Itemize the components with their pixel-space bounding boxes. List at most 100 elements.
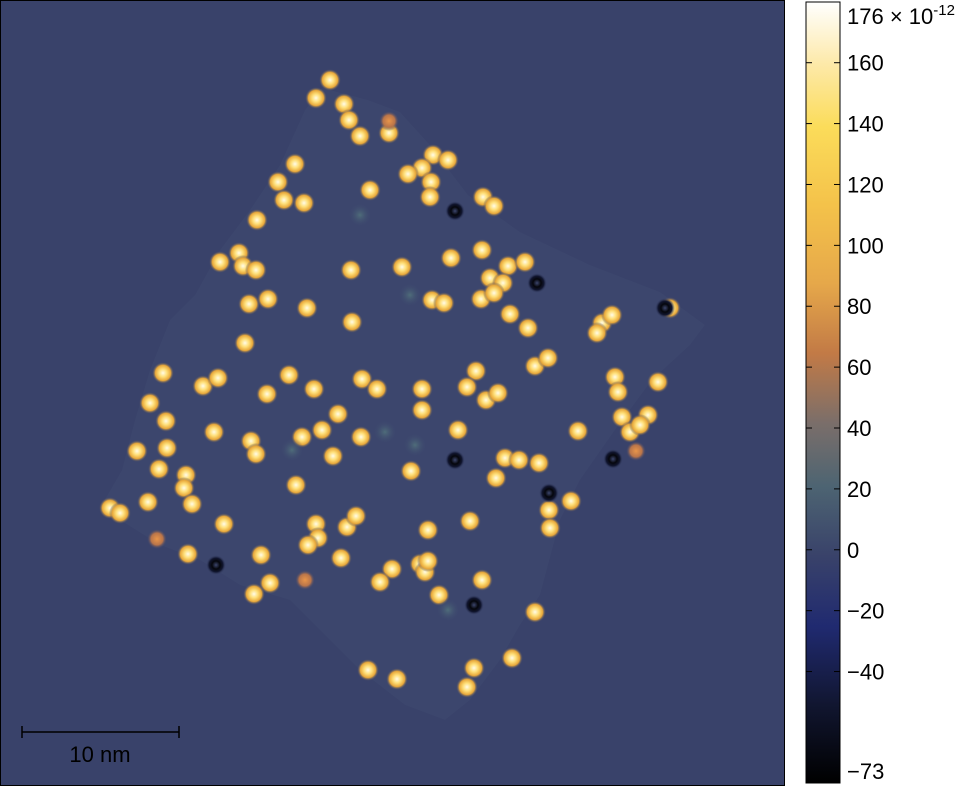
atom-bright-spot xyxy=(350,426,372,448)
atom-bright-spot xyxy=(126,440,148,462)
atom-bright-spot xyxy=(341,311,363,333)
atom-bright-spot xyxy=(487,382,509,404)
atom-bright-spot xyxy=(647,371,669,393)
dark-vacancy-spot xyxy=(527,273,547,293)
atom-bright-spot xyxy=(177,543,199,565)
atom-bright-spot xyxy=(629,414,651,436)
dark-vacancy-spot xyxy=(603,449,623,469)
atom-features xyxy=(99,69,681,698)
atom-bright-spot xyxy=(463,657,485,679)
atom-bright-spot xyxy=(155,410,177,432)
atom-bright-spot xyxy=(330,547,352,569)
atom-bright-spot xyxy=(366,378,388,400)
atom-bright-spot xyxy=(524,601,546,623)
atom-bright-spot xyxy=(471,569,493,591)
atom-bright-spot xyxy=(340,259,362,281)
atom-bright-spot xyxy=(139,392,161,414)
atom-bright-spot xyxy=(293,192,315,214)
atom-bright-spot xyxy=(243,583,265,605)
atom-bright-spot xyxy=(203,421,225,443)
atom-bright-spot xyxy=(447,419,469,441)
colorbar-tick-label: 20 xyxy=(847,477,871,502)
atom-bright-spot xyxy=(483,195,505,217)
atom-bright-spot xyxy=(485,467,507,489)
atom-bright-spot xyxy=(257,288,279,310)
colorbar-tick-label: 160 xyxy=(847,51,884,76)
atom-bright-spot xyxy=(234,332,256,354)
atom-dim-spot xyxy=(626,441,646,461)
microscopy-image: 10 nm xyxy=(0,0,785,786)
atom-bright-spot xyxy=(456,376,478,398)
atom-bright-spot xyxy=(433,292,455,314)
atom-bright-spot xyxy=(278,364,300,386)
atom-bright-spot xyxy=(246,209,268,231)
atom-bright-spot xyxy=(256,383,278,405)
atom-bright-spot xyxy=(156,437,178,459)
scalebar: 10 nm xyxy=(21,726,180,767)
dark-vacancy-spot xyxy=(655,298,675,318)
colorbar-tick-label: 140 xyxy=(847,112,884,137)
faint-spot xyxy=(436,598,460,622)
atom-bright-spot xyxy=(345,505,367,527)
faint-spot xyxy=(280,438,304,462)
colorbar: 160 140 120 100 80 60 40 20 0 −20 −40 176 × 10-12 … xyxy=(785,0,980,786)
atom-bright-spot xyxy=(245,259,267,281)
colorbar-tick-label: 100 xyxy=(847,233,884,258)
scalebar-label: 10 nm xyxy=(69,742,130,767)
atom-bright-spot xyxy=(537,347,559,369)
atom-bright-spot xyxy=(148,458,170,480)
atom-bright-spot xyxy=(456,676,478,698)
atom-bright-spot xyxy=(391,256,413,278)
atom-bright-spot xyxy=(411,399,433,421)
colorbar-gradient xyxy=(805,1,841,784)
atom-bright-spot xyxy=(586,322,608,344)
atom-bright-spot xyxy=(319,69,341,91)
dark-vacancy-spot xyxy=(445,450,465,470)
atom-bright-spot xyxy=(397,163,419,185)
atom-bright-spot xyxy=(209,251,231,273)
atom-bright-spot xyxy=(528,452,550,474)
atom-bright-spot xyxy=(238,293,260,315)
atom-bright-spot xyxy=(419,186,441,208)
atom-bright-spot xyxy=(137,491,159,513)
atom-bright-spot xyxy=(327,403,349,425)
atom-bright-spot xyxy=(417,550,439,572)
atom-bright-spot xyxy=(483,282,505,304)
atom-bright-spot xyxy=(259,572,281,594)
colorbar-max-label: 176 × 10-12 xyxy=(847,2,955,29)
atom-bright-spot xyxy=(297,534,319,556)
atom-bright-spot xyxy=(499,303,521,325)
atom-bright-spot xyxy=(539,517,561,539)
atom-bright-spot xyxy=(497,255,519,277)
atom-bright-spot xyxy=(601,304,623,326)
atom-bright-spot xyxy=(417,519,439,541)
atom-bright-spot xyxy=(207,367,229,389)
atom-bright-spot xyxy=(109,502,131,524)
atom-bright-spot xyxy=(471,239,493,261)
atom-bright-spot xyxy=(440,247,462,269)
atom-bright-spot xyxy=(338,109,360,131)
dark-vacancy-spot xyxy=(206,555,226,575)
atom-bright-spot xyxy=(386,668,408,690)
colorbar-tick-label: 0 xyxy=(847,538,859,563)
atom-bright-spot xyxy=(181,493,203,515)
atom-bright-spot xyxy=(273,189,295,211)
atom-bright-spot xyxy=(514,251,536,273)
atom-bright-spot xyxy=(538,499,560,521)
colorbar-tick-label: 60 xyxy=(847,355,871,380)
atom-bright-spot xyxy=(284,153,306,175)
faint-spot xyxy=(373,420,397,444)
atom-bright-spot xyxy=(322,445,344,467)
atom-dim-spot xyxy=(295,570,315,590)
atom-bright-spot xyxy=(213,513,235,535)
faint-spot xyxy=(348,203,372,227)
colorbar-ticks: 160 140 120 100 80 60 40 20 0 −20 −40 xyxy=(806,51,884,685)
dark-vacancy-spot xyxy=(464,595,484,615)
dark-vacancy-spot xyxy=(445,201,465,221)
atom-bright-spot xyxy=(303,378,325,400)
atom-bright-spot xyxy=(508,449,530,471)
atom-bright-spot xyxy=(311,419,333,441)
faint-spot xyxy=(403,433,427,457)
atom-bright-spot xyxy=(560,490,582,512)
atom-bright-spot xyxy=(267,171,289,193)
